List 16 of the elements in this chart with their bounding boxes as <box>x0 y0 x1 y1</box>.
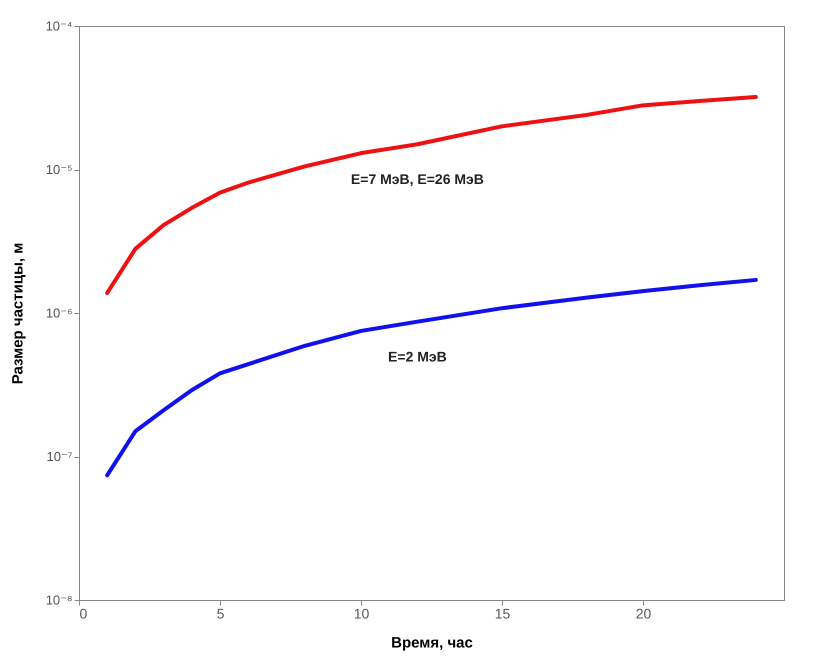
y-tick-label: 10⁻⁴ <box>46 18 72 34</box>
series-label: E=2 МэВ <box>388 348 447 365</box>
y-tick-label: 10⁻⁸ <box>46 592 72 608</box>
line-series <box>105 95 758 295</box>
y-axis-title: Размер частицы, м <box>10 242 27 384</box>
y-tick-label: 10⁻⁵ <box>46 162 72 177</box>
line-series <box>105 278 758 478</box>
series-label: E=7 МэВ, E=26 МэВ <box>350 171 484 188</box>
y-tick-label: 10⁻⁷ <box>46 449 73 464</box>
x-axis-title: Время, час <box>391 634 473 652</box>
x-tick-label: 15 <box>494 606 510 622</box>
x-tick-label: 5 <box>216 606 225 622</box>
x-tick-label: 10 <box>354 606 370 622</box>
y-tick-label: 10⁻⁶ <box>46 306 72 320</box>
x-tick-label: 0 <box>80 606 88 622</box>
x-tick-label: 20 <box>636 606 652 622</box>
